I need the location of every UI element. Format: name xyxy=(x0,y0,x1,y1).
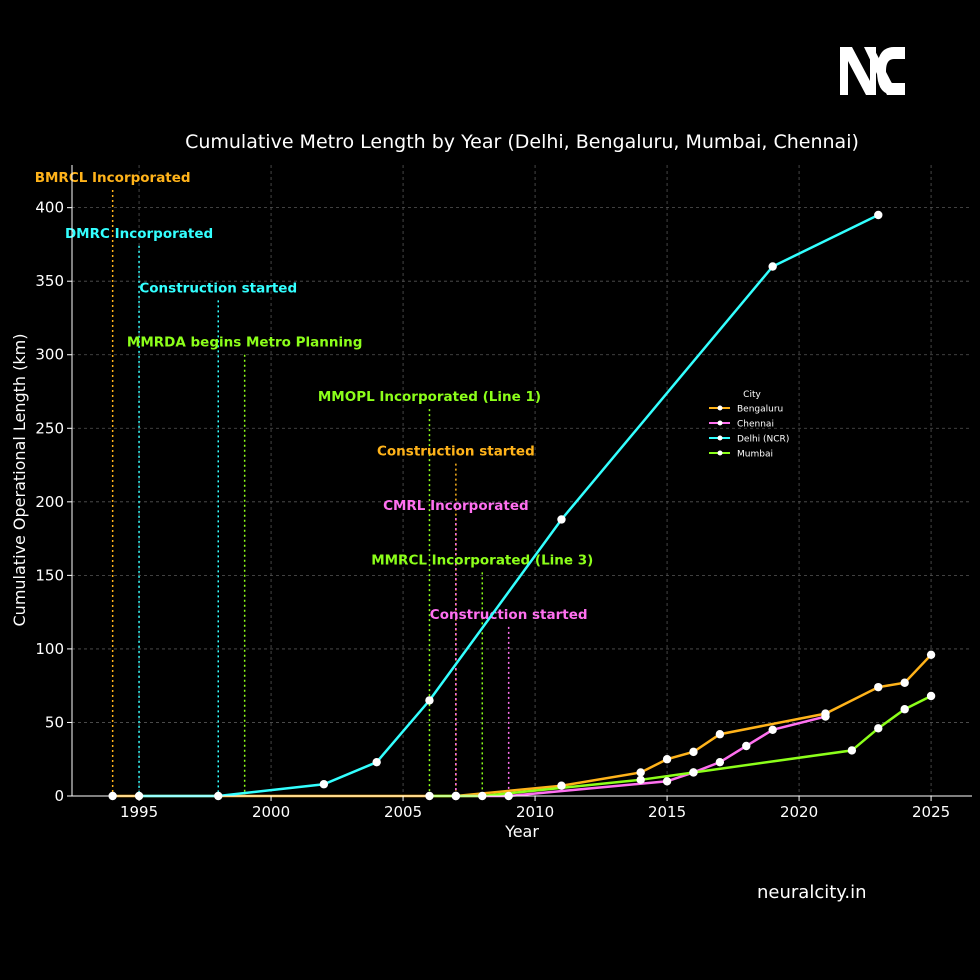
y-tick-label: 100 xyxy=(35,640,64,658)
series-lines xyxy=(108,210,936,801)
annotation-label: DMRC Incorporated xyxy=(65,226,213,242)
grid xyxy=(72,165,972,797)
data-point xyxy=(742,741,751,751)
series-line-bengaluru xyxy=(112,653,932,798)
series-line-mumbai xyxy=(429,694,932,798)
annotation-label: BMRCL Incorporated xyxy=(35,170,191,186)
data-point xyxy=(372,757,381,767)
data-point xyxy=(689,747,698,757)
annotation-label: MMRCL Incorporated (Line 3) xyxy=(371,552,593,568)
y-tick-label: 300 xyxy=(35,346,64,364)
y-tick-label: 150 xyxy=(35,566,64,584)
nc-logo xyxy=(840,47,905,95)
data-point xyxy=(715,757,725,767)
x-tick-label: 2015 xyxy=(648,803,686,821)
data-point xyxy=(874,682,883,692)
data-point xyxy=(874,724,883,733)
x-tick-label: 2025 xyxy=(912,803,950,821)
data-point xyxy=(636,775,645,785)
legend-title: City xyxy=(743,390,761,400)
x-tick-label: 2005 xyxy=(384,803,422,821)
series-line-chennai xyxy=(455,715,826,798)
y-axis-label: Cumulative Operational Length (km) xyxy=(10,334,29,627)
data-point xyxy=(715,730,725,739)
data-point xyxy=(425,696,434,705)
y-tick-label: 0 xyxy=(54,787,64,805)
annotations: BMRCL Incorporated DMRC Incorporated Const… xyxy=(35,170,593,796)
data-point xyxy=(821,712,830,721)
series-line-delhi-ncr- xyxy=(139,213,879,798)
y-tick-label: 200 xyxy=(35,493,64,511)
y-tick-label: 350 xyxy=(35,272,64,290)
chart-title: Cumulative Metro Length by Year (Delhi, … xyxy=(185,131,859,153)
data-point xyxy=(636,768,645,777)
data-point xyxy=(557,781,566,790)
watermark: neuralcity.in xyxy=(757,882,867,903)
legend-marker xyxy=(717,405,723,411)
data-point xyxy=(847,746,857,755)
data-point xyxy=(557,515,566,524)
x-tick-label: 2020 xyxy=(780,803,818,821)
y-tick-label: 50 xyxy=(45,713,64,731)
legend-label: Delhi (NCR) xyxy=(737,435,789,445)
data-point xyxy=(689,768,698,777)
x-tick-label: 2010 xyxy=(516,803,554,821)
legend-marker xyxy=(717,420,723,426)
data-point xyxy=(900,705,909,714)
axes: 1995 2000 2005 2010 2015 2020 2025 0 50 100 150 200… xyxy=(35,165,972,821)
x-tick-label: 1995 xyxy=(120,803,158,821)
data-point xyxy=(768,262,777,271)
annotation-label: Construction started xyxy=(139,280,297,296)
x-tick-label: 2000 xyxy=(252,803,290,821)
legend: City Bengaluru Chennai Delhi (NCR) Mumbai xyxy=(709,390,789,460)
data-point xyxy=(874,210,883,220)
data-point xyxy=(926,650,936,659)
data-point xyxy=(662,755,672,764)
data-point xyxy=(900,678,909,687)
x-axis-label: Year xyxy=(504,822,539,841)
legend-label: Bengaluru xyxy=(737,405,783,415)
data-point xyxy=(662,777,672,786)
y-tick-label: 400 xyxy=(35,199,64,217)
annotation-label: Construction started xyxy=(430,607,588,623)
data-point xyxy=(926,691,936,701)
annotation-label: CMRL Incorporated xyxy=(383,498,529,514)
annotation-label: MMRDA begins Metro Planning xyxy=(127,335,363,351)
y-tick-label: 250 xyxy=(35,419,64,437)
annotation-label: Construction started xyxy=(377,444,535,460)
legend-marker xyxy=(717,450,723,456)
data-point xyxy=(319,780,329,789)
legend-label: Mumbai xyxy=(737,450,773,460)
annotation-label: MMOPL Incorporated (Line 1) xyxy=(318,389,541,405)
legend-label: Chennai xyxy=(737,420,774,430)
data-point xyxy=(768,725,777,735)
legend-marker xyxy=(717,435,723,441)
